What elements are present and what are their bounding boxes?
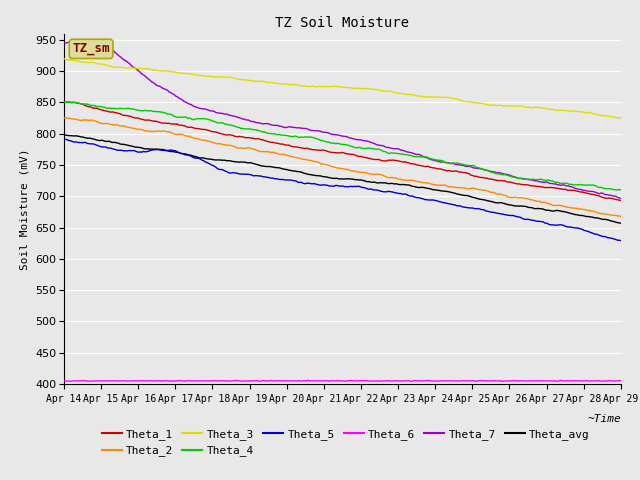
Legend: Theta_1, Theta_2, Theta_3, Theta_4, Theta_5, Theta_6, Theta_7, Theta_avg: Theta_1, Theta_2, Theta_3, Theta_4, Thet…: [97, 425, 595, 461]
Y-axis label: Soil Moisture (mV): Soil Moisture (mV): [20, 148, 29, 270]
Title: TZ Soil Moisture: TZ Soil Moisture: [275, 16, 410, 30]
Text: TZ_sm: TZ_sm: [72, 42, 110, 55]
Text: ~Time: ~Time: [587, 414, 621, 424]
